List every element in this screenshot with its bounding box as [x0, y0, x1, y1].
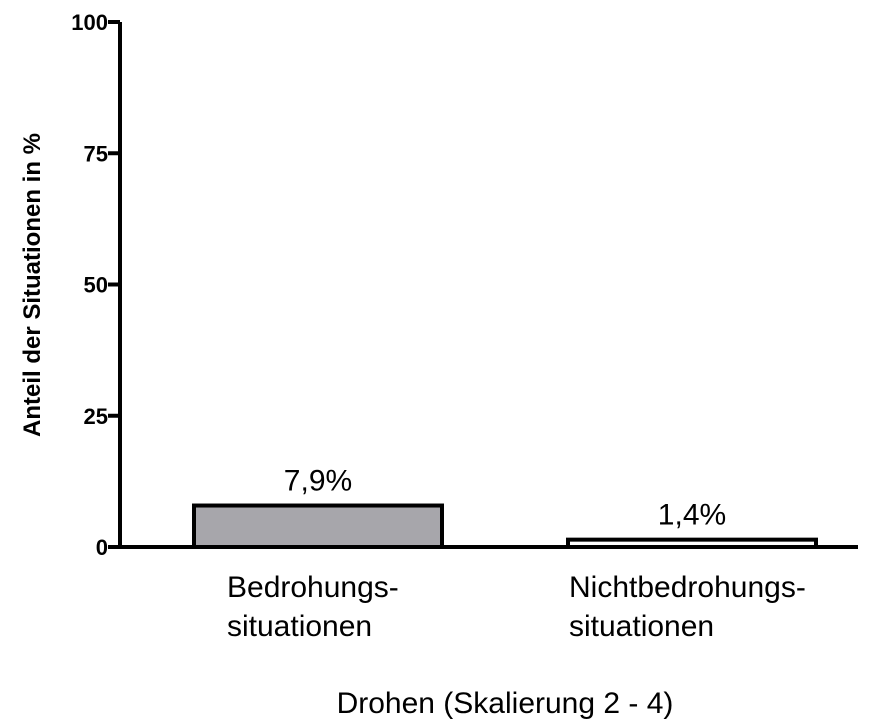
- y-tick-label: 0: [96, 535, 108, 560]
- data-labels: 7,9% 1,4%: [284, 465, 726, 532]
- category-labels: Bedrohungs-situationen Nichtbedrohungs-si…: [227, 571, 806, 643]
- y-tick-label: 75: [84, 141, 108, 166]
- y-tick-label: 50: [84, 273, 108, 298]
- y-tick-label: 25: [84, 404, 108, 429]
- bar-data-label: 7,9%: [284, 465, 352, 498]
- x-axis-title: Drohen (Skalierung 2 - 4): [337, 687, 674, 720]
- bar-data-label: 1,4%: [658, 499, 726, 532]
- bar: [192, 503, 444, 549]
- bar: [566, 537, 818, 550]
- y-tick-label: 100: [71, 10, 108, 35]
- y-axis-title: Anteil der Situationen in %: [19, 133, 46, 437]
- y-ticks: 0 25 50 75 100: [71, 10, 120, 560]
- category-label: Bedrohungs-situationen: [227, 571, 399, 643]
- category-label: Nichtbedrohungs-situationen: [569, 571, 806, 643]
- bars: [192, 503, 818, 550]
